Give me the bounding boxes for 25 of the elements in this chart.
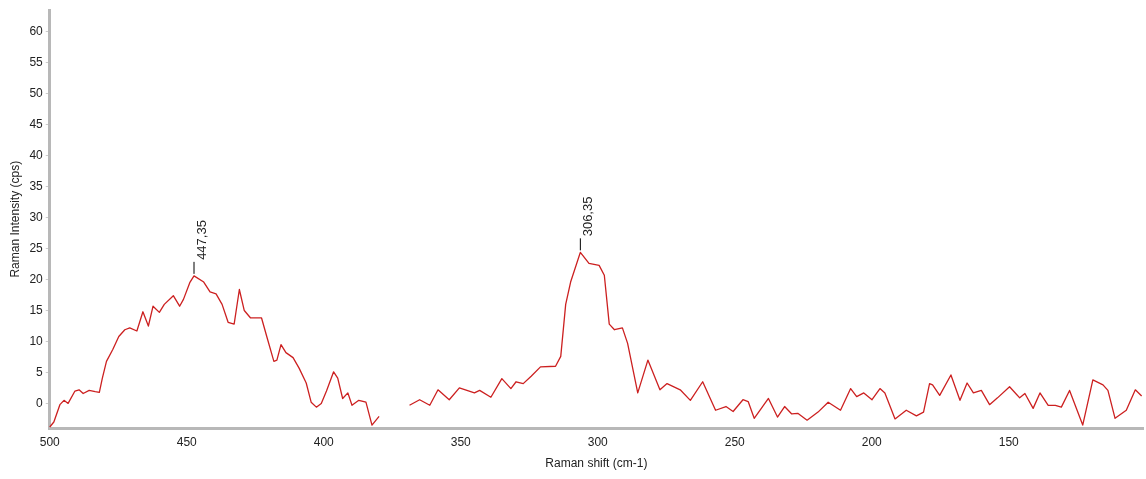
y-tick-label: 15 (29, 302, 44, 317)
x-tick-label: 400 (313, 434, 335, 449)
y-tick-label: 35 (29, 179, 44, 193)
y-tick-label: 5 (36, 364, 44, 379)
y-tick-label: 50 (29, 86, 44, 101)
y-tick-label: 10 (29, 333, 44, 348)
annotation: 447,35 (193, 220, 209, 260)
x-tick-label: 500 (39, 434, 61, 449)
x-tick-label: 200 (861, 434, 883, 449)
annotation: 306,35 (579, 196, 595, 237)
y-tick-label: 45 (29, 117, 44, 132)
y-tick-label: 60 (29, 24, 44, 39)
y-tick-label: 0 (36, 395, 44, 410)
y-tick-label: 30 (29, 209, 44, 224)
y-tick-label: 55 (29, 55, 44, 70)
x-tick-label: 150 (998, 434, 1020, 449)
x-tick-label: 350 (450, 434, 472, 449)
x-tick-label: 450 (176, 434, 198, 449)
x-axis-title: Raman shift (cm-1) (545, 456, 648, 471)
y-tick-label: 25 (29, 240, 44, 255)
y-tick-label: 40 (29, 148, 44, 163)
x-tick-label: 250 (724, 434, 746, 449)
x-tick-label: 300 (587, 434, 609, 449)
y-axis-title: Raman Intensity (cps) (7, 160, 22, 278)
y-tick-label: 20 (29, 271, 44, 286)
